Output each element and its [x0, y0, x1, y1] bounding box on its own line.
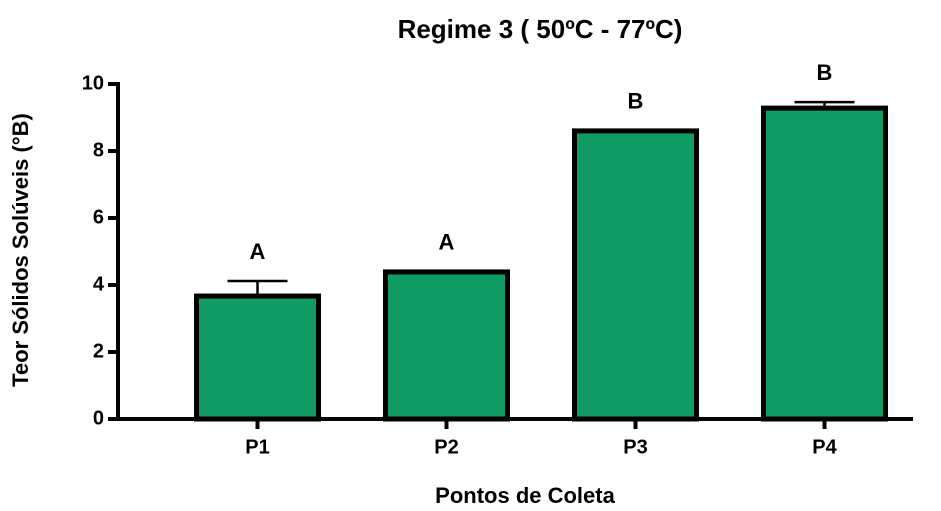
- y-tick-label: 8: [93, 139, 104, 161]
- y-tick-label: 2: [93, 340, 104, 362]
- y-tick-label: 4: [93, 273, 105, 295]
- annotation: A: [250, 239, 266, 264]
- x-tick-label: P2: [434, 436, 458, 458]
- annotation: A: [439, 230, 455, 255]
- x-tick-label: P3: [623, 436, 647, 458]
- bar: [761, 105, 888, 422]
- bar: [194, 293, 321, 422]
- annotation: B: [628, 89, 644, 114]
- y-tick-label: 10: [82, 72, 104, 94]
- y-axis-label: Teor Sólidos Solúveis (°B): [8, 113, 33, 387]
- y-tick-label: 6: [93, 206, 104, 228]
- x-tick-label: P4: [812, 436, 837, 458]
- x-axis-label: Pontos de Coleta: [435, 483, 615, 508]
- chart-title: Regime 3 ( 50ºC - 77ºC): [398, 14, 683, 44]
- annotation: B: [817, 60, 833, 85]
- bar: [572, 128, 699, 422]
- y-tick-label: 0: [93, 407, 104, 429]
- x-tick-label: P1: [245, 436, 269, 458]
- bar: [383, 269, 510, 422]
